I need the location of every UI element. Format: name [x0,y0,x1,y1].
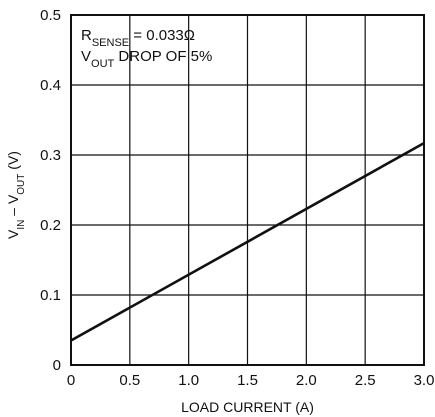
x-tick-label: 2.0 [296,372,317,389]
annotation-line: RSENSE = 0.033Ω [81,27,195,49]
x-tick-label: 0 [67,372,75,389]
y-tick-label: 0.4 [40,77,61,94]
plot-frame [70,14,425,366]
x-tick-label: 0.5 [119,372,140,389]
x-axis-label: LOAD CURRENT (A) [181,399,314,415]
x-tick-label: 2.5 [355,372,376,389]
tick-labels: 0 0.5 1.0 1.5 2.0 2.5 3.0 0 0.1 0.2 0.3 0.4 0.5 [40,7,434,389]
series-line [70,141,425,342]
y-tick-label: 0 [53,357,61,374]
y-tick-label: 0.2 [40,217,61,234]
grid [71,15,424,365]
series-layer [70,141,425,342]
y-axis-label: VIN – VOUT (V) [5,151,27,239]
y-tick-label: 0.5 [40,7,61,24]
y-tick-label: 0.1 [40,287,61,304]
annotation-line: VOUT DROP OF 5% [81,48,212,70]
x-tick-label: 1.5 [237,372,258,389]
y-tick-label: 0.3 [40,147,61,164]
x-tick-label: 3.0 [414,372,435,389]
x-tick-label: 1.0 [178,372,199,389]
